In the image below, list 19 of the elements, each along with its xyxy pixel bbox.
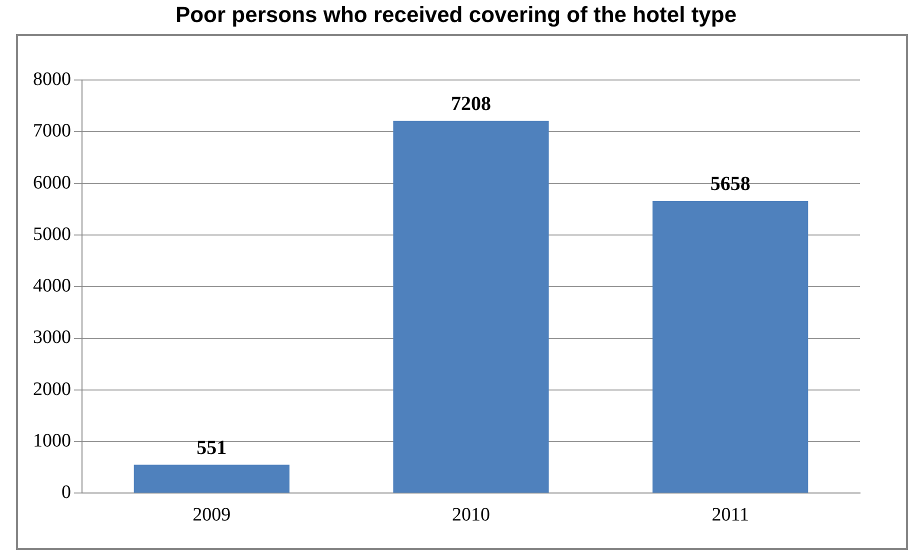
- y-tick-label: 2000: [33, 378, 71, 400]
- y-tick-label: 3000: [33, 327, 71, 348]
- y-tick-label: 5000: [33, 224, 71, 245]
- bar: [393, 120, 549, 493]
- x-tick-label: 2010: [452, 504, 490, 526]
- y-tick-label: 0: [62, 482, 71, 504]
- chart-title: Poor persons who received covering of the hotel type: [174, 2, 738, 28]
- y-tick-label: 6000: [33, 172, 71, 194]
- x-tick-label: 2009: [192, 504, 231, 526]
- bar: [652, 200, 808, 493]
- y-tick-label: 4000: [33, 276, 71, 297]
- y-tick-label: 1000: [33, 430, 71, 452]
- data-label: 551: [196, 436, 227, 459]
- bar: [134, 464, 290, 493]
- y-tick-label: 7000: [33, 120, 71, 142]
- y-tick-label: 8000: [33, 68, 71, 90]
- data-label: 7208: [451, 93, 491, 116]
- data-label: 5658: [710, 173, 750, 196]
- x-tick-label: 2011: [712, 504, 749, 526]
